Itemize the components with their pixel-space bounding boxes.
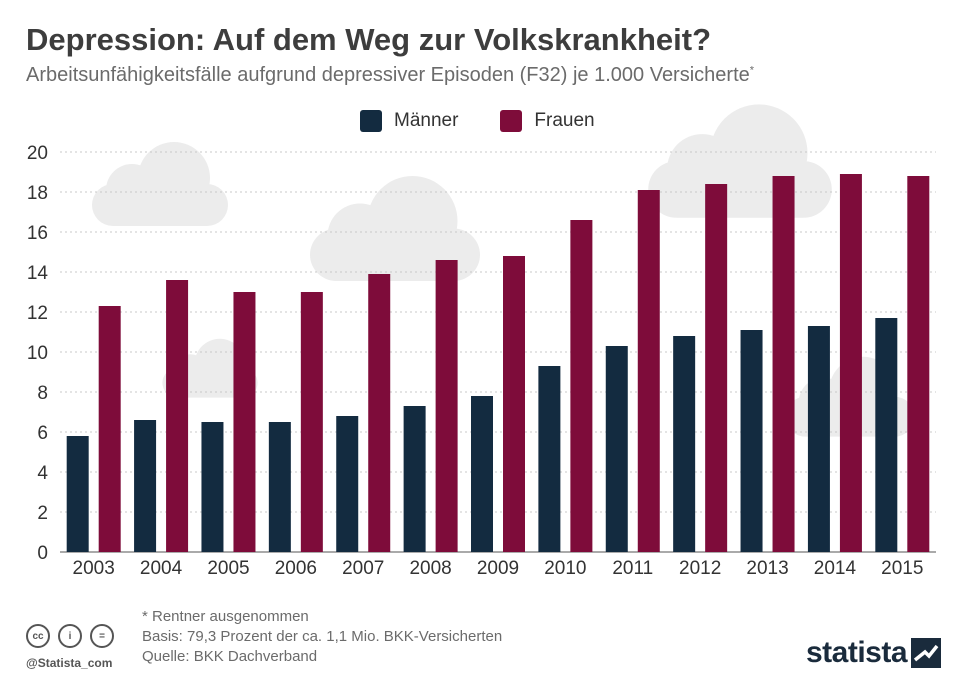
x-tick-label: 2011 xyxy=(612,558,653,579)
bar-women-2003 xyxy=(98,306,121,552)
bar-women-2006 xyxy=(300,292,323,552)
x-tick-label: 2009 xyxy=(477,558,519,579)
y-tick-label: 4 xyxy=(37,463,48,484)
bar-men-2014 xyxy=(807,326,830,552)
legend-swatch-women xyxy=(500,110,523,132)
footnote-basis: Basis: 79,3 Prozent der ca. 1,1 Mio. BKK… xyxy=(142,628,503,645)
y-tick-label: 2 xyxy=(37,503,48,524)
bar-women-2010 xyxy=(570,220,593,552)
x-tick-label: 2012 xyxy=(679,558,721,579)
footer-notes: * Rentner ausgenommen Basis: 79,3 Prozen… xyxy=(142,607,502,667)
bar-women-2013 xyxy=(772,176,795,552)
bar-women-2008 xyxy=(435,260,458,552)
bar-men-2015 xyxy=(875,318,898,552)
y-tick-label: 12 xyxy=(27,303,48,324)
bar-men-2004 xyxy=(134,420,157,552)
x-tick-label: 2015 xyxy=(881,558,923,579)
bar-men-2007 xyxy=(336,416,359,552)
x-tick-label: 2008 xyxy=(409,558,451,579)
bar-women-2015 xyxy=(907,176,930,552)
footnote-source: Quelle: BKK Dachverband xyxy=(142,648,318,665)
bar-women-2005 xyxy=(233,292,256,552)
y-axis-ticks: 0 2 4 6 8 10 12 14 16 18 20 xyxy=(27,143,49,564)
statista-handle[interactable]: @Statista_com xyxy=(26,656,113,670)
y-tick-label: 16 xyxy=(27,223,48,244)
chart-title: Depression: Auf dem Weg zur Volkskrankhe… xyxy=(26,22,712,57)
bar-men-2003 xyxy=(66,436,89,552)
x-axis-ticks: 2003 2004 2005 2006 2007 2008 2009 2010 2011 2012… xyxy=(73,558,924,579)
statista-wordmark: statista xyxy=(806,636,908,669)
y-tick-label: 20 xyxy=(27,143,48,164)
x-tick-label: 2006 xyxy=(275,558,317,579)
bar-men-2011 xyxy=(605,346,628,552)
x-tick-label: 2013 xyxy=(746,558,788,579)
nd-icon[interactable]: = xyxy=(90,624,114,648)
x-tick-label: 2010 xyxy=(544,558,586,579)
legend-label-men: Männer xyxy=(394,110,459,131)
x-tick-label: 2014 xyxy=(814,558,857,579)
cloud-decoration xyxy=(648,104,832,218)
bar-women-2012 xyxy=(705,184,728,552)
bar-women-2011 xyxy=(637,190,660,552)
y-tick-label: 8 xyxy=(37,383,48,404)
bars xyxy=(66,174,930,552)
y-tick-label: 18 xyxy=(27,183,48,204)
bar-women-2009 xyxy=(503,256,525,552)
x-tick-label: 2005 xyxy=(207,558,249,579)
statista-logo[interactable]: statista xyxy=(806,636,942,670)
bar-women-2004 xyxy=(166,280,189,552)
bar-men-2008 xyxy=(403,406,426,552)
bar-men-2006 xyxy=(268,422,291,552)
bar-men-2012 xyxy=(673,336,696,552)
subtitle-footnote-mark: * xyxy=(749,64,755,77)
chart-subtitle: Arbeitsunfähigkeitsfälle aufgrund depres… xyxy=(26,64,754,87)
y-tick-label: 0 xyxy=(37,543,48,564)
x-tick-label: 2007 xyxy=(342,558,384,579)
x-tick-label: 2004 xyxy=(140,558,183,579)
cc-icon[interactable]: cc xyxy=(26,624,50,648)
legend-item-men: Männer xyxy=(360,110,458,132)
bar-men-2009 xyxy=(471,396,493,552)
statista-logo-icon xyxy=(911,638,942,668)
y-tick-label: 6 xyxy=(37,423,48,444)
legend-label-women: Frauen xyxy=(534,110,595,131)
by-icon[interactable]: i xyxy=(58,624,82,648)
legend-item-women: Frauen xyxy=(500,110,595,132)
bar-men-2005 xyxy=(201,422,224,552)
bar-men-2010 xyxy=(538,366,561,552)
bar-men-2013 xyxy=(740,330,763,552)
bar-women-2014 xyxy=(839,174,862,552)
bar-women-2007 xyxy=(368,274,391,552)
cloud-decoration xyxy=(92,142,228,226)
legend: Männer Frauen xyxy=(360,110,637,132)
legend-swatch-men xyxy=(360,110,382,132)
license-icons: cc i = xyxy=(26,624,122,648)
y-tick-label: 10 xyxy=(27,343,48,364)
x-tick-label: 2003 xyxy=(73,558,115,579)
subtitle-text: Arbeitsunfähigkeitsfälle aufgrund depres… xyxy=(26,64,750,86)
footnote-rentner: * Rentner ausgenommen xyxy=(142,608,309,625)
y-tick-label: 14 xyxy=(27,263,49,284)
